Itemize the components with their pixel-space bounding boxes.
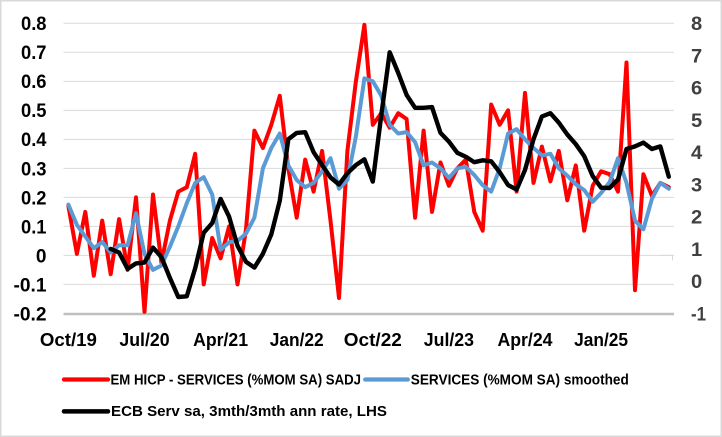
svg-text:2: 2	[691, 208, 702, 229]
svg-text:8: 8	[691, 14, 702, 35]
svg-text:0: 0	[691, 272, 702, 293]
svg-text:-0.2: -0.2	[14, 304, 47, 325]
svg-text:0.2: 0.2	[21, 188, 47, 209]
svg-text:0.4: 0.4	[21, 130, 47, 151]
svg-text:Jan/25: Jan/25	[574, 329, 628, 350]
svg-text:Oct/19: Oct/19	[40, 329, 97, 350]
svg-text:Oct/22: Oct/22	[344, 329, 402, 350]
svg-text:0.7: 0.7	[21, 43, 47, 64]
svg-text:0.1: 0.1	[21, 217, 47, 238]
svg-text:6: 6	[691, 79, 702, 100]
svg-text:Jul/23: Jul/23	[424, 329, 474, 350]
svg-text:-1: -1	[691, 304, 706, 325]
svg-text:SERVICES (%MOM SA) smoothed: SERVICES (%MOM SA) smoothed	[411, 373, 629, 389]
svg-text:Jul/20: Jul/20	[119, 329, 169, 350]
svg-text:0.3: 0.3	[21, 159, 47, 180]
svg-text:0.8: 0.8	[21, 14, 47, 35]
svg-text:3: 3	[691, 175, 702, 196]
svg-text:-0.1: -0.1	[14, 275, 47, 296]
svg-text:EM HICP - SERVICES (%MOM SA) S: EM HICP - SERVICES (%MOM SA) SADJ	[111, 373, 362, 389]
svg-text:Jan/22: Jan/22	[270, 329, 324, 350]
svg-text:Apr/21: Apr/21	[193, 329, 248, 350]
svg-text:5: 5	[691, 111, 703, 132]
svg-text:ECB Serv sa, 3mth/3mth ann rat: ECB Serv sa, 3mth/3mth ann rate, LHS	[111, 404, 387, 420]
svg-text:4: 4	[691, 143, 703, 164]
svg-text:0.6: 0.6	[21, 72, 47, 93]
svg-text:7: 7	[691, 46, 702, 67]
svg-text:1: 1	[691, 240, 703, 261]
svg-text:Apr/24: Apr/24	[498, 329, 554, 350]
svg-text:0.5: 0.5	[21, 101, 47, 122]
svg-text:0: 0	[36, 246, 47, 267]
